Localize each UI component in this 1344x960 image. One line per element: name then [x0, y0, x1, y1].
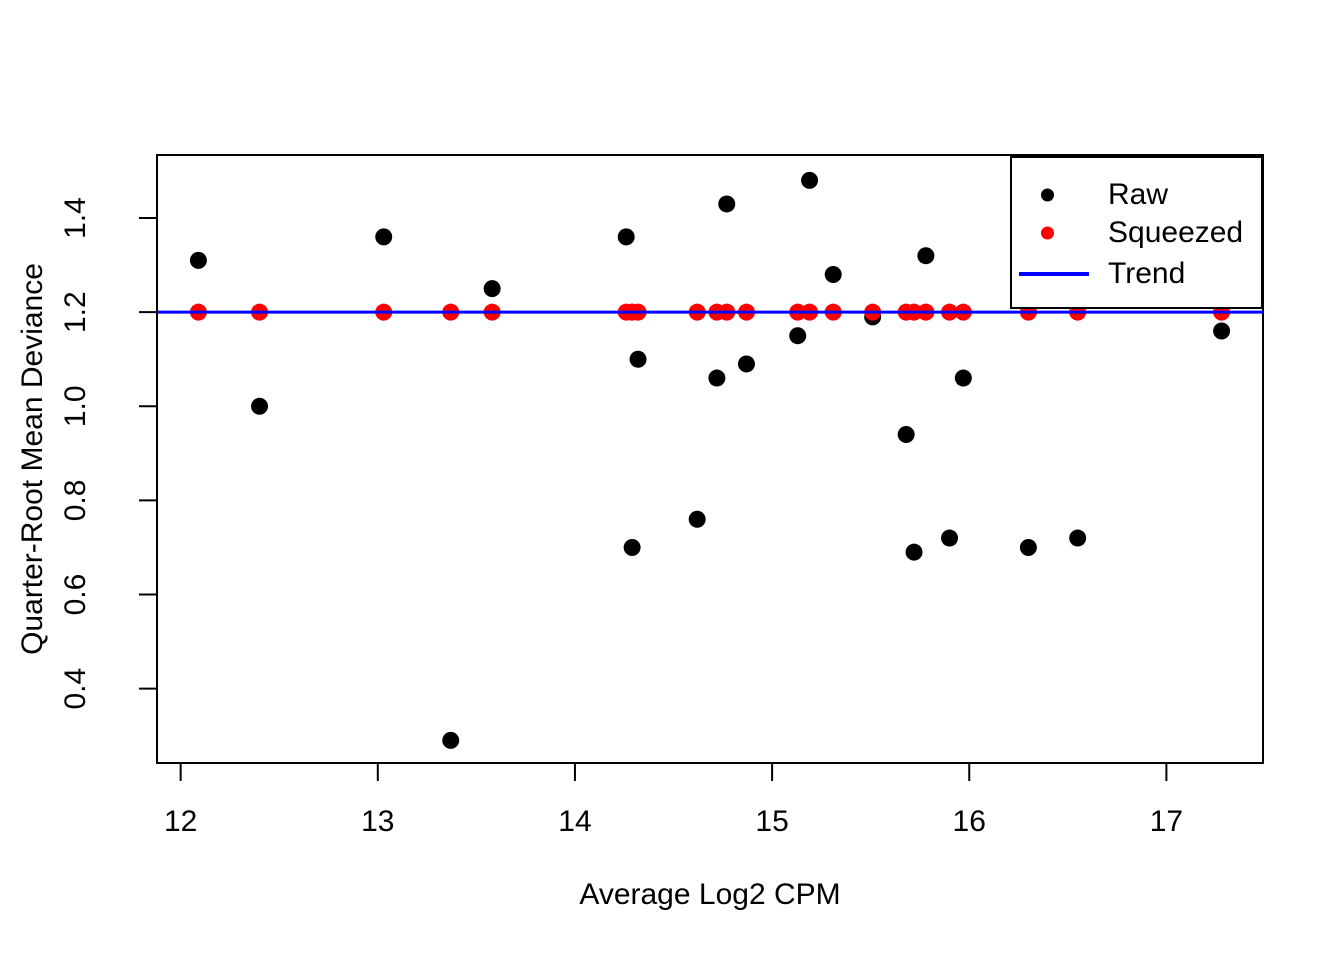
raw-point — [824, 266, 842, 284]
y-tick-label: 1.0 — [59, 385, 92, 427]
raw-point — [905, 543, 923, 561]
x-tick-label: 16 — [953, 805, 986, 838]
y-tick-label: 1.4 — [59, 197, 92, 239]
raw-point — [189, 251, 207, 269]
raw-point — [718, 195, 736, 213]
legend-entry-trend: Trend — [1012, 254, 1261, 294]
raw-point — [251, 397, 269, 415]
raw-point — [737, 355, 755, 373]
x-tick-label: 14 — [558, 805, 591, 838]
trend-line-icon — [1019, 272, 1089, 276]
raw-point — [954, 369, 972, 387]
raw-point — [1213, 322, 1231, 340]
raw-point — [897, 426, 915, 444]
raw-point — [623, 538, 641, 556]
raw-point — [1069, 529, 1087, 547]
legend-label-trend: Trend — [1108, 257, 1186, 290]
raw-point-icon — [1041, 188, 1054, 202]
plot-border — [156, 154, 1264, 764]
y-axis-title: Quarter-Root Mean Deviance — [16, 263, 49, 655]
raw-point — [917, 247, 935, 265]
raw-point — [941, 529, 959, 547]
x-tick-label: 17 — [1150, 805, 1183, 838]
squeezed-point-icon — [1041, 226, 1054, 240]
y-tick-label: 0.4 — [59, 668, 92, 710]
raw-point — [483, 280, 501, 298]
x-axis-title: Average Log2 CPM — [579, 878, 841, 911]
legend-label-squeezed: Squeezed — [1108, 216, 1244, 249]
legend: Raw Squeezed Trend — [1010, 156, 1263, 309]
legend-entry-raw: Raw — [1012, 175, 1261, 215]
raw-point — [1019, 538, 1037, 556]
raw-point — [688, 510, 706, 528]
raw-point — [789, 327, 807, 345]
legend-label-raw: Raw — [1108, 178, 1169, 211]
y-tick-label: 1.2 — [59, 291, 92, 333]
y-tick-label: 0.6 — [59, 574, 92, 616]
legend-entry-squeezed: Squeezed — [1012, 213, 1261, 253]
raw-point — [442, 731, 460, 749]
raw-point — [708, 369, 726, 387]
raw-point — [375, 228, 393, 246]
raw-point — [629, 350, 647, 368]
x-tick-label: 12 — [164, 805, 197, 838]
raw-point — [801, 171, 819, 189]
x-tick-label: 13 — [361, 805, 394, 838]
y-tick-label: 0.8 — [59, 480, 92, 522]
raw-point — [617, 228, 635, 246]
x-tick-label: 15 — [755, 805, 788, 838]
